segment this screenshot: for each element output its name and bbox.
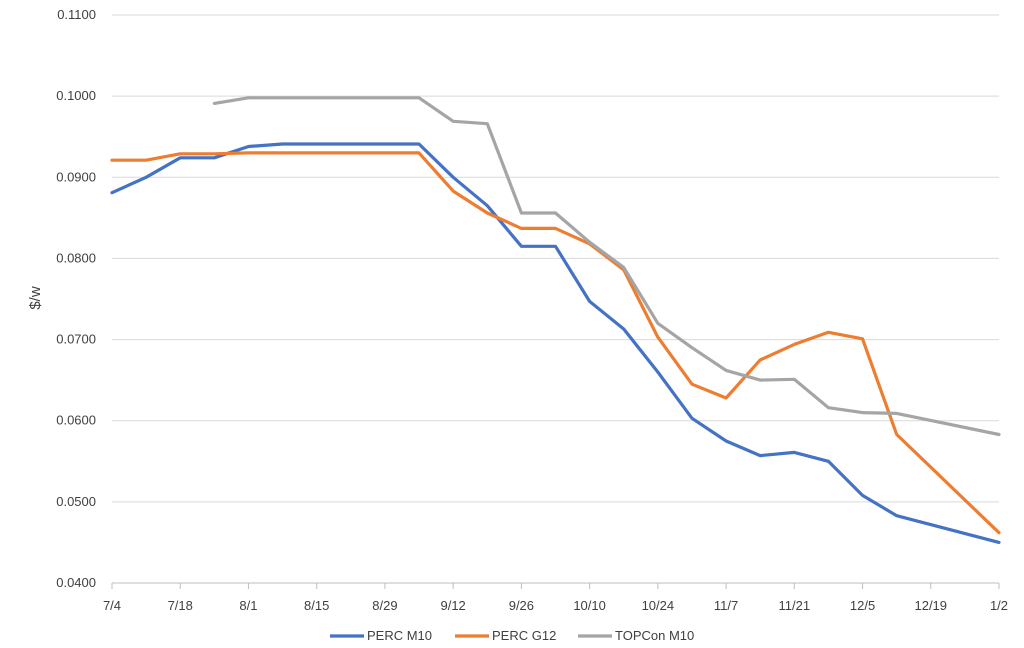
legend-item: TOPCon M10 — [578, 628, 694, 643]
legend-label: PERC M10 — [367, 628, 432, 643]
x-tick-label: 12/5 — [850, 598, 875, 613]
x-tick-label: 9/12 — [440, 598, 465, 613]
x-tick-label: 11/21 — [779, 598, 811, 613]
x-tick-label: 12/19 — [914, 598, 947, 613]
x-tick-label: 8/15 — [304, 598, 329, 613]
y-tick-label: 0.1100 — [57, 7, 96, 22]
x-tick-label: 7/18 — [168, 598, 193, 613]
x-tick-label: 1/2 — [990, 598, 1008, 613]
y-tick-label: 0.0700 — [56, 332, 96, 347]
series-line-topcon-m10 — [212, 96, 1001, 437]
legend-item: PERC G12 — [455, 628, 556, 643]
x-tick-label: 8/29 — [372, 598, 397, 613]
y-tick-label: 0.0400 — [56, 575, 96, 590]
axes: 0.0400 0.0500 0.0600 0.0700 0.0800 0.0900 0.10… — [56, 7, 1008, 613]
legend: PERC M10 PERC G12 TOPCon M10 — [330, 628, 694, 643]
x-tick-label: 11/7 — [714, 598, 738, 613]
y-axis-title: $/w — [27, 286, 44, 310]
legend-item: PERC M10 — [330, 628, 432, 643]
gridlines — [112, 14, 999, 503]
x-tick-label: 9/26 — [509, 598, 534, 613]
series-lines — [110, 96, 1001, 545]
series-line-perc-g12 — [110, 151, 1001, 535]
y-tick-label: 0.0500 — [56, 494, 96, 509]
x-tick-label: 10/24 — [642, 598, 675, 613]
y-tick-label: 0.0900 — [56, 169, 96, 184]
x-tick-label: 8/1 — [239, 598, 257, 613]
x-tick-label: 7/4 — [103, 598, 121, 613]
legend-label: TOPCon M10 — [615, 628, 694, 643]
y-tick-label: 0.0600 — [56, 413, 96, 428]
legend-label: PERC G12 — [492, 628, 556, 643]
y-tick-label: 0.0800 — [56, 250, 96, 265]
series-line-perc-m10 — [110, 142, 1001, 545]
x-tick-label: 10/10 — [573, 598, 606, 613]
y-tick-label: 0.1000 — [56, 88, 96, 103]
